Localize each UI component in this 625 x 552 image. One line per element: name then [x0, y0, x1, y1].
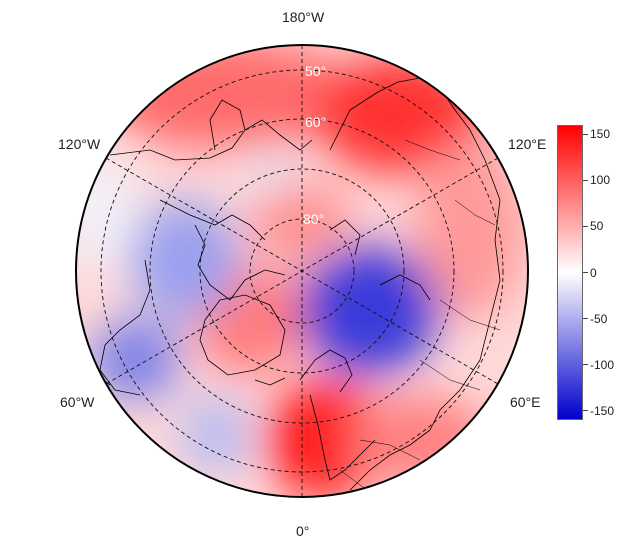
colorbar-tick-label: 150 [590, 127, 611, 142]
longitude-label-120e: 120°E [508, 136, 547, 152]
colorbar-tick-mark [583, 410, 588, 412]
colorbar [557, 125, 583, 420]
longitude-label-120w: 120°W [58, 136, 101, 152]
longitude-label-180w: 180°W [282, 9, 325, 25]
colorbar-tick-label: -50 [590, 311, 608, 326]
colorbar-tick-label: 100 [590, 173, 611, 188]
latitude-label-60: 60° [305, 114, 327, 130]
colorbar-tick-label: 0 [590, 265, 597, 280]
colorbar-tick-mark [583, 133, 588, 135]
latitude-label-50: 50° [305, 63, 327, 79]
anomaly-field [76, 45, 528, 497]
coastlines [76, 77, 501, 491]
colorbar-tick-label: -150 [590, 403, 615, 418]
longitude-label-60w: 60°W [60, 394, 95, 410]
longitude-label-0: 0° [296, 523, 310, 539]
colorbar-tick-mark [583, 272, 588, 273]
colorbar-tick-label: 50 [590, 219, 604, 234]
colorbar-tick-label: -100 [590, 357, 615, 372]
longitude-label-60e: 60°E [510, 394, 541, 410]
latitude-label-80: 80° [303, 211, 325, 227]
map-boundary [75, 44, 529, 498]
borders [339, 139, 501, 497]
graticule [100, 45, 504, 497]
colorbar-tick-mark [583, 364, 588, 366]
colorbar-tick-mark [583, 179, 588, 181]
colorbar-tick-mark [583, 225, 588, 227]
colorbar-tick-mark [583, 318, 588, 320]
